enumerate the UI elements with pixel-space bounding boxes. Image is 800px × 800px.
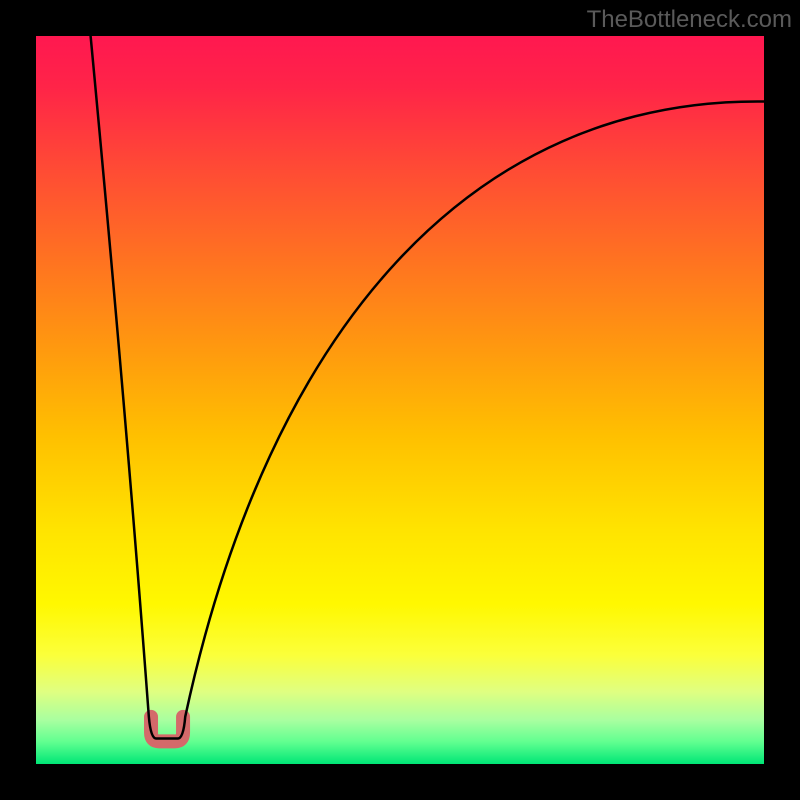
chart-svg [0,0,800,800]
chart-container: TheBottleneck.com [0,0,800,800]
watermark-text: TheBottleneck.com [587,6,792,34]
